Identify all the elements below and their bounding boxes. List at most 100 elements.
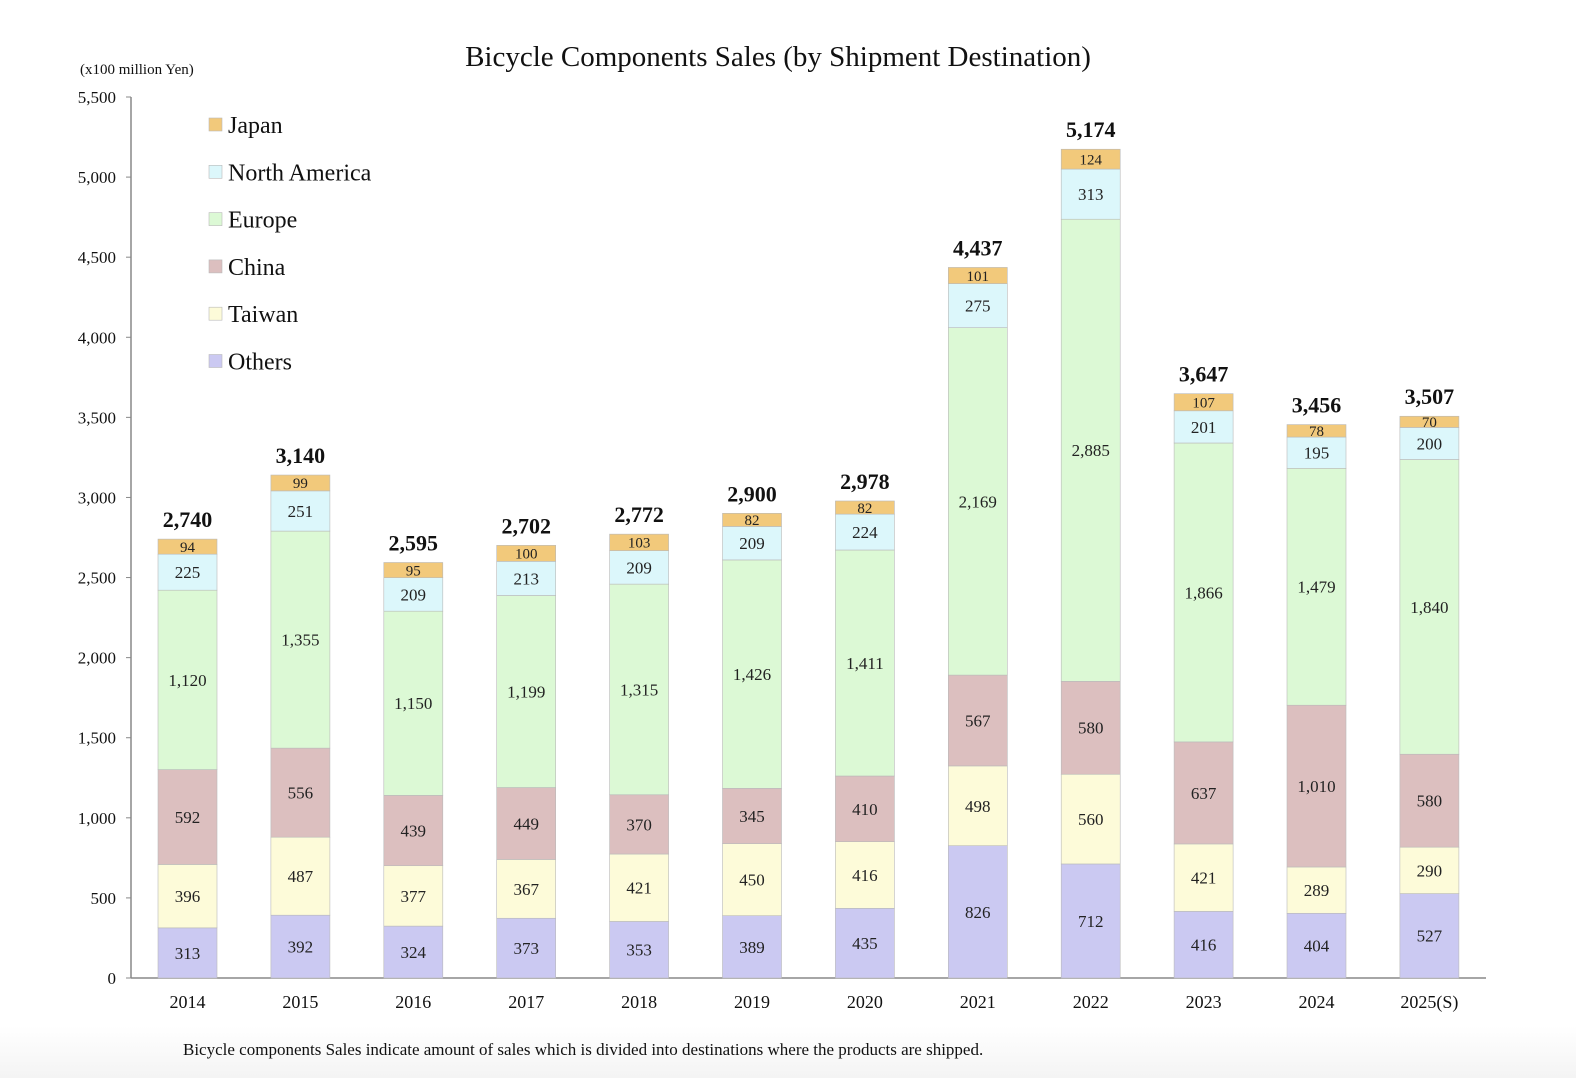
data-label: 209	[626, 558, 652, 577]
x-tick-label: 2024	[1299, 992, 1335, 1012]
bar-segment-taiwan	[1060, 773, 1121, 865]
total-label: 3,456	[1292, 393, 1342, 418]
data-label: 290	[1417, 861, 1443, 880]
data-label: 373	[513, 939, 539, 958]
bar-segment-north-america	[947, 283, 1008, 328]
data-label: 567	[965, 711, 991, 730]
bar-segment-japan	[609, 533, 669, 551]
data-label: 313	[175, 944, 201, 963]
bar-segment-china	[1399, 753, 1460, 848]
legend-swatch	[208, 165, 223, 179]
data-label: 101	[967, 269, 990, 285]
bar-segment-japan	[722, 513, 782, 527]
bar-segment-north-america	[270, 490, 331, 532]
data-label: 367	[513, 880, 539, 899]
bar-segment-japan	[157, 538, 218, 555]
data-label: 1,411	[846, 654, 884, 673]
data-label: 209	[401, 585, 427, 604]
x-tick-label: 2018	[621, 992, 657, 1012]
data-label: 527	[1417, 927, 1443, 946]
bar-segment-japan	[1173, 393, 1234, 412]
bar-segment-taiwan	[947, 765, 1008, 846]
data-label: 100	[515, 547, 538, 563]
data-label: 498	[965, 797, 991, 816]
legend-label: Others	[228, 350, 292, 376]
data-label: 1,426	[733, 665, 771, 684]
data-label: 201	[1191, 418, 1217, 437]
legend-label: Taiwan	[228, 302, 298, 328]
legend-swatch	[208, 212, 223, 226]
data-label: 103	[628, 536, 651, 552]
bar-segment-others	[1060, 863, 1121, 979]
data-label: 289	[1304, 881, 1330, 900]
bar-segment-europe	[835, 549, 895, 777]
data-label: 449	[513, 814, 539, 833]
y-tick-label: 5,000	[78, 168, 116, 187]
y-tick-label: 4,000	[78, 328, 116, 347]
bar-segment-japan	[270, 474, 331, 492]
x-tick-label: 2016	[395, 992, 431, 1012]
total-label: 5,174	[1066, 117, 1116, 142]
data-label: 353	[626, 941, 652, 960]
total-label: 3,507	[1405, 384, 1455, 409]
bar-segment-europe	[270, 530, 331, 749]
y-tick-label: 500	[91, 889, 117, 908]
legend-swatch	[208, 306, 223, 321]
bar-segment-others	[1173, 911, 1234, 979]
data-label: 439	[401, 822, 427, 841]
y-tick-label: 2,000	[78, 649, 116, 668]
legend-label: North America	[228, 160, 372, 186]
bar-segment-taiwan	[1173, 843, 1234, 912]
data-label: 592	[175, 808, 201, 827]
data-label: 213	[513, 569, 539, 588]
data-label: 2,885	[1072, 441, 1110, 460]
bar-segment-europe	[496, 595, 557, 788]
legend-label: Europe	[228, 208, 297, 234]
legend-swatch	[208, 259, 223, 274]
y-tick-label: 1,500	[78, 729, 116, 748]
data-label: 95	[406, 563, 421, 579]
bar-segment-china	[270, 747, 331, 838]
total-label: 2,702	[501, 513, 551, 538]
data-label: 410	[852, 800, 878, 819]
data-label: 416	[1191, 936, 1217, 955]
footnote: Bicycle components Sales indicate amount…	[0, 1026, 1576, 1078]
data-label: 416	[852, 866, 878, 885]
bar-segment-taiwan	[722, 843, 782, 916]
data-label: 1,479	[1297, 578, 1335, 597]
bar-segment-others	[947, 845, 1008, 979]
data-label: 421	[1191, 869, 1217, 888]
x-tick-label: 2023	[1186, 992, 1222, 1012]
data-label: 404	[1304, 937, 1330, 956]
data-label: 195	[1304, 444, 1330, 463]
total-label: 4,437	[953, 235, 1003, 260]
x-tick-label: 2017	[508, 992, 544, 1012]
data-label: 251	[288, 502, 314, 521]
data-label: 560	[1078, 810, 1104, 829]
bar-segment-china	[722, 788, 782, 844]
bar-segment-japan	[1286, 424, 1347, 438]
data-label: 421	[626, 879, 652, 898]
bar-segment-japan	[1060, 148, 1121, 170]
data-label: 313	[1078, 185, 1104, 204]
total-label: 2,900	[727, 481, 777, 506]
bar-segment-taiwan	[157, 864, 218, 929]
y-tick-label: 2,500	[78, 569, 116, 588]
x-tick-label: 2019	[734, 992, 770, 1012]
y-tick-label: 4,500	[78, 248, 116, 267]
data-label: 345	[739, 807, 765, 826]
bar-segment-europe	[1173, 442, 1234, 743]
data-label: 200	[1417, 434, 1443, 453]
bar-segment-north-america	[1286, 436, 1347, 469]
legend-swatch	[208, 354, 223, 368]
data-label: 377	[401, 887, 427, 906]
bar-segment-china	[383, 795, 444, 867]
bar-segment-china	[1286, 704, 1347, 868]
bar-segment-china	[947, 674, 1008, 767]
bar-segment-taiwan	[383, 865, 444, 927]
bar-segment-taiwan	[1399, 846, 1460, 894]
x-tick-label: 2014	[170, 992, 206, 1012]
legend-swatch	[208, 117, 223, 132]
